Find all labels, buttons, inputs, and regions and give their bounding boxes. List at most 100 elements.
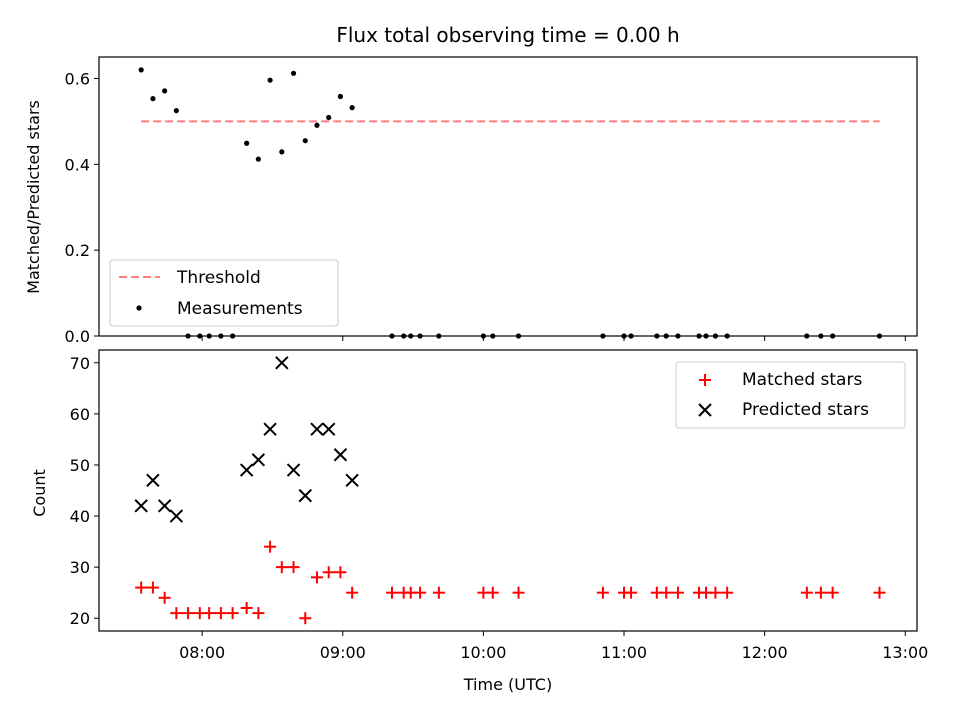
- matched-star-point: [275, 561, 288, 574]
- matched-star-point: [170, 607, 183, 620]
- top-legend: Threshold Measurements: [109, 259, 339, 327]
- top-y-tick-label: 0.2: [65, 241, 90, 260]
- bottom-x-tick-label: 11:00: [601, 643, 647, 662]
- measurement-point: [389, 333, 395, 339]
- matched-star-point: [226, 607, 239, 620]
- predicted-star-point: [333, 448, 348, 462]
- bottom-x-tick-label: 09:00: [320, 643, 366, 662]
- matched-star-point: [346, 586, 359, 599]
- top-x-axis-ticks: [201, 336, 906, 341]
- x-stroke-b: [146, 473, 160, 487]
- predicted-star-point: [251, 453, 266, 467]
- top-y-tick-label: 0.0: [65, 327, 90, 346]
- bottom-legend-box: [675, 361, 906, 429]
- bottom-x-tick-label: 13:00: [882, 643, 928, 662]
- measurement-point: [314, 122, 320, 128]
- measurement-point: [696, 333, 702, 339]
- x-stroke-b: [169, 509, 184, 523]
- matched-star-point: [182, 607, 195, 620]
- measurement-point: [302, 138, 308, 144]
- bottom-y-tick-label: 60: [70, 405, 90, 424]
- measurement-point: [515, 333, 522, 339]
- matched-star-point: [512, 586, 525, 599]
- measurement-point: [326, 114, 332, 121]
- predicted-star-point: [286, 463, 301, 477]
- x-stroke-b: [345, 473, 359, 487]
- x-stroke-b: [134, 499, 148, 513]
- bottom-y-tick-label: 50: [70, 456, 90, 475]
- measurement-point: [206, 333, 212, 339]
- matched-star-point: [214, 607, 227, 620]
- bottom-y-tick-label: 30: [70, 558, 90, 577]
- matched-star-point: [310, 571, 323, 584]
- predicted-star-point: [310, 422, 324, 436]
- measurement-point: [244, 140, 250, 146]
- measurement-point: [349, 105, 355, 111]
- bottom-y-tick-label: 40: [70, 507, 90, 526]
- matched-star-point: [873, 586, 886, 599]
- predicted-star-point: [345, 473, 359, 487]
- top-legend-box: [109, 259, 339, 327]
- measurement-point: [703, 333, 709, 339]
- top-y-axis: 0.0 0.2 0.4 0.6: [65, 69, 99, 346]
- bottom-y-axis: 20 30 40 50 60 70: [70, 354, 99, 628]
- matched-star-point: [264, 540, 277, 553]
- measurement-point: [490, 333, 496, 339]
- top-y-axis-label: Matched/Predicted stars: [24, 100, 43, 294]
- predicted-star-point: [321, 422, 336, 436]
- matched-star-point: [721, 586, 734, 599]
- bottom-legend: Matched stars Predicted stars: [675, 361, 906, 429]
- measurement-point: [600, 333, 606, 339]
- legend-predicted-marker: [698, 403, 712, 417]
- top-y-tick-label: 0.6: [65, 69, 90, 88]
- bottom-x-axis: 08:00 09:00 10:00 11:00 12:00 13:00: [179, 631, 928, 662]
- measurement-point: [830, 333, 836, 339]
- matched-star-point: [146, 581, 159, 594]
- legend-matched-marker: [699, 374, 711, 386]
- measurement-point: [279, 149, 285, 155]
- measurement-point: [663, 333, 669, 339]
- legend-predicted-label: Predicted stars: [742, 400, 869, 420]
- predicted-star-point: [239, 463, 254, 477]
- predicted-star-point: [263, 422, 277, 436]
- measurement-point: [197, 333, 203, 339]
- matched-star-point: [432, 586, 445, 599]
- matched-star-point: [287, 561, 300, 574]
- bottom-x-tick-label: 12:00: [742, 643, 788, 662]
- bottom-x-tick-label: 08:00: [179, 643, 225, 662]
- measurement-point: [408, 333, 414, 339]
- legend-measurements-swatch: [136, 305, 142, 311]
- predicted-star-point: [146, 473, 160, 487]
- legend-predicted-swatch: [698, 403, 712, 417]
- legend-matched-label: Matched stars: [742, 370, 862, 390]
- measurement-point: [267, 77, 273, 83]
- matched-stars-series: [135, 540, 886, 625]
- predicted-star-point: [169, 509, 184, 523]
- measurement-point: [621, 333, 627, 339]
- matched-star-point: [709, 586, 722, 599]
- predicted-star-point: [134, 499, 148, 513]
- measurement-point: [337, 93, 344, 100]
- predicted-star-point: [275, 356, 289, 370]
- top-panel-frame: [98, 56, 918, 337]
- measurement-point: [255, 156, 261, 162]
- measurement-point: [480, 333, 486, 339]
- matched-star-point: [671, 586, 684, 599]
- measurement-point: [876, 333, 883, 339]
- bottom-x-tick-label: 10:00: [460, 643, 506, 662]
- measurement-point: [436, 333, 442, 339]
- x-stroke-b: [298, 488, 312, 503]
- bottom-y-axis-label: Count: [30, 469, 49, 517]
- measurement-point: [712, 333, 719, 339]
- x-stroke-b: [239, 463, 254, 477]
- matched-star-point: [660, 586, 673, 599]
- measurement-point: [628, 333, 634, 339]
- measurement-point: [804, 333, 810, 339]
- x-stroke-b: [321, 422, 336, 436]
- measurement-point: [675, 333, 681, 339]
- measurements-series: [138, 67, 883, 339]
- x-stroke-b: [251, 453, 266, 467]
- bottom-x-axis-label: Time (UTC): [463, 675, 552, 694]
